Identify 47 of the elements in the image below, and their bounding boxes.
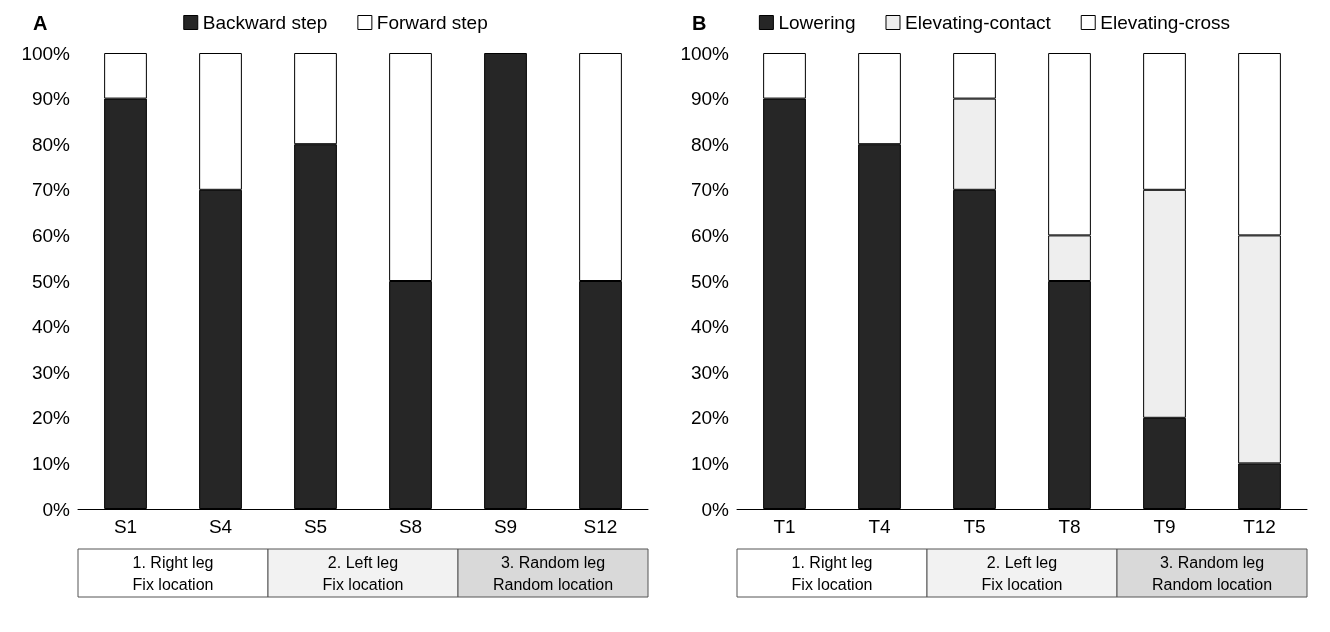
y-tick-label: 100% [680,42,730,64]
y-tick-label: 80% [690,133,730,155]
y-tick-label: 90% [31,88,71,110]
y-tick-label: 90% [690,88,730,110]
text: 1. Right leg Fix location [132,553,214,593]
x-tick-label: T5 [963,516,986,537]
x-tick-label: S9 [493,516,518,537]
x-tick-label: S1 [113,516,138,537]
y-tick-label: 0% [42,498,71,520]
text: 3. Random leg Random location [1151,553,1273,593]
x-tick-label: S4 [208,516,233,537]
legend-label: Elevating-cross [1100,12,1231,33]
x-tick-label: T9 [1153,516,1176,537]
y-tick-label: 30% [690,361,730,383]
text: 2. Left leg Fix location [322,553,404,593]
y-tick-label: 60% [690,224,730,246]
y-tick-label: 70% [690,179,730,201]
text: 3. Random leg Random location [492,553,614,593]
x-tick-label: S5 [303,516,328,537]
y-tick-label: 20% [31,407,71,429]
text: 2. Left leg Fix location [981,553,1063,593]
y-tick-label: 40% [690,316,730,338]
legend-label: Forward step [376,12,488,33]
text: 1. Right leg Fix location [791,553,873,593]
y-tick-label: 100% [21,42,71,64]
y-tick-label: 40% [31,316,71,338]
chart-title: A [33,12,48,34]
y-tick-label: 50% [690,270,730,292]
x-tick-label: T4 [868,516,892,537]
y-tick-label: 60% [31,224,71,246]
legend-label: Elevating-contact [904,12,1052,33]
legend-label: Backward step [202,12,328,33]
legend-label: Lowering [778,12,856,33]
x-tick-label: T1 [773,516,796,537]
x-tick-label: T8 [1058,516,1081,537]
y-tick-label: 70% [31,179,71,201]
y-tick-label: 50% [31,270,71,292]
x-tick-label: S12 [583,516,618,537]
y-tick-label: 80% [31,133,71,155]
chart-title: B [692,12,707,34]
y-tick-label: 20% [690,407,730,429]
y-tick-label: 30% [31,361,71,383]
y-tick-label: 10% [31,452,71,474]
y-tick-label: 0% [701,498,730,520]
x-tick-label: T12 [1243,516,1276,537]
y-tick-label: 10% [690,452,730,474]
x-tick-label: S8 [398,516,423,537]
